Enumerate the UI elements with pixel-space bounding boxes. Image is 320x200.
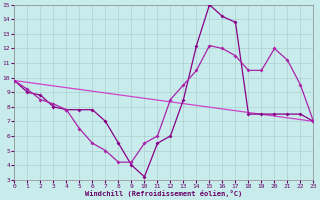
X-axis label: Windchill (Refroidissement éolien,°C): Windchill (Refroidissement éolien,°C) (85, 190, 243, 197)
